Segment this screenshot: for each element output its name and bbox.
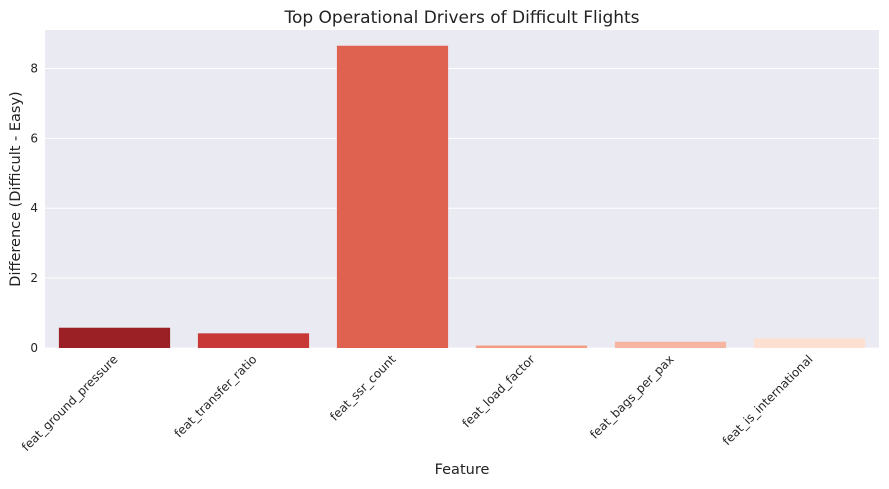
y-tick-label: 4 bbox=[30, 201, 38, 215]
y-axis-ticks: 0 2 4 6 8 bbox=[30, 61, 38, 355]
y-tick-label: 2 bbox=[30, 271, 38, 285]
x-axis-label: Feature bbox=[435, 462, 490, 478]
bars bbox=[58, 45, 866, 348]
x-tick-label: feat_ground_pressure bbox=[19, 352, 121, 454]
bar-feat-bags-per-pax bbox=[614, 341, 727, 348]
chart-title: Top Operational Drivers of Difficult Fli… bbox=[283, 8, 639, 28]
x-axis-ticks: feat_ground_pressure feat_transfer_ratio f… bbox=[19, 352, 816, 454]
bar-feat-transfer-ratio bbox=[197, 333, 310, 348]
y-tick-label: 0 bbox=[30, 341, 38, 355]
bar-feat-is-international bbox=[753, 338, 866, 348]
y-tick-label: 8 bbox=[30, 61, 38, 75]
bar-feat-load-factor bbox=[475, 345, 588, 348]
y-tick-label: 6 bbox=[30, 131, 38, 145]
gridlines bbox=[45, 67, 879, 349]
x-tick-label: feat_load_factor bbox=[460, 352, 538, 430]
x-tick-label: feat_transfer_ratio bbox=[171, 352, 259, 440]
x-tick-label: feat_ssr_count bbox=[327, 352, 399, 424]
bar-feat-ground-pressure bbox=[58, 327, 171, 348]
y-axis-label: Difference (Difficult - Easy) bbox=[8, 91, 24, 286]
x-tick-label: feat_is_international bbox=[720, 352, 816, 448]
x-tick-label: feat_bags_per_pax bbox=[587, 352, 676, 441]
bar-feat-ssr-count bbox=[336, 45, 449, 348]
plot-area bbox=[45, 30, 879, 348]
